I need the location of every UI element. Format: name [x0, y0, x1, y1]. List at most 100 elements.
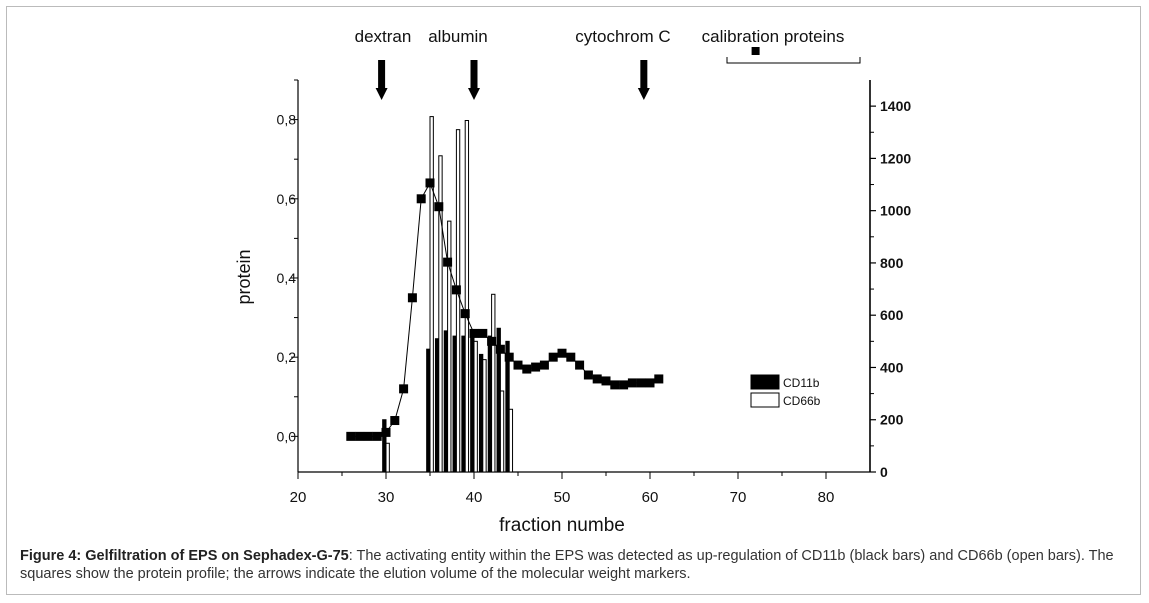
protein-point — [575, 360, 585, 370]
x-tick-label: 20 — [290, 489, 307, 506]
marker-label: dextran — [355, 27, 412, 46]
protein-point — [531, 362, 541, 372]
bar-cd66b — [464, 120, 470, 473]
legend-swatch — [750, 392, 780, 408]
right-y-tick-label: 200 — [880, 412, 904, 428]
left-y-tick-label: 0,2 — [277, 349, 297, 365]
marker-arrow-head — [375, 88, 388, 100]
protein-point — [390, 416, 400, 426]
protein-point — [610, 380, 620, 390]
protein-point — [381, 427, 391, 437]
x-tick-label: 80 — [818, 489, 835, 506]
legend-label: CD11b — [783, 376, 820, 390]
protein-point — [407, 293, 417, 303]
bar-cd66b — [447, 220, 452, 473]
protein-point — [583, 370, 593, 380]
legend-label: CD66b — [783, 394, 821, 408]
protein-point — [566, 352, 576, 362]
protein-line — [350, 181, 660, 437]
left-y-tick-label: 0,4 — [277, 270, 297, 286]
marker-label: albumin — [428, 27, 488, 46]
x-tick-label: 30 — [378, 489, 395, 506]
legend: CD11b CD66b — [750, 374, 821, 408]
axes: 20 30 40 50 60 70 80 0,0 0,2 0,4 0,6 0,8 0 200 400 600 8… — [277, 79, 911, 506]
protein-point — [443, 257, 453, 267]
protein-point — [399, 384, 409, 394]
protein-point — [425, 178, 435, 188]
bar-cd11b — [434, 338, 440, 473]
bar-cd66b — [455, 129, 461, 473]
bar-cd11b — [443, 330, 449, 473]
y-axis-label: protein — [234, 249, 254, 304]
protein-point — [619, 380, 629, 390]
caption-text: : The activating entity within the EPS w… — [20, 548, 1114, 582]
x-tick-label: 70 — [730, 489, 747, 506]
protein-point — [460, 309, 470, 319]
protein-point — [363, 431, 373, 441]
bar-cd66b — [508, 408, 514, 473]
chart: 20 30 40 50 60 70 80 0,0 0,2 0,4 0,6 0,8 0 200 400 600 8… — [234, 27, 911, 536]
caption-label: Figure 4: Gelfiltration of EPS on Sephad… — [20, 548, 349, 564]
protein-point — [548, 352, 558, 362]
figure-caption: Figure 4: Gelfiltration of EPS on Sephad… — [20, 547, 1135, 583]
bar-cd11b — [478, 353, 484, 473]
bar-cd11b — [487, 335, 493, 473]
right-y-tick-label: 1000 — [880, 203, 911, 219]
protein-point — [434, 202, 444, 212]
left-y-tick-label: 0,6 — [277, 191, 297, 207]
bar-cd66b — [473, 340, 478, 473]
x-tick-label: 50 — [554, 489, 571, 506]
bar-cd66b — [385, 442, 390, 473]
left-y-tick-label: 0,8 — [277, 112, 297, 128]
x-axis-label: fraction numbe — [499, 515, 625, 536]
marker-arrow-shaft — [378, 60, 386, 88]
calibration-square — [751, 47, 760, 55]
marker-arrow-head — [468, 88, 480, 100]
legend-swatch — [750, 374, 780, 390]
protein-point — [495, 344, 505, 354]
protein-point — [504, 352, 514, 362]
right-y-tick-label: 800 — [880, 255, 904, 271]
bar-cd66b — [491, 293, 496, 473]
bar-cd11b — [382, 419, 387, 473]
bar-cd66b — [482, 359, 487, 473]
bar-cd11b — [470, 332, 475, 473]
protein-point — [346, 431, 356, 441]
figure-frame — [6, 6, 1141, 595]
bar-cd11b — [452, 335, 457, 473]
protein-point — [469, 328, 479, 338]
protein-point — [636, 378, 646, 388]
right-y-tick-label: 1400 — [880, 98, 911, 114]
bar-cd66b — [438, 155, 443, 473]
right-y-tick-label: 0 — [880, 464, 888, 480]
protein-point — [539, 360, 549, 370]
left-y-tick-label: 0,0 — [277, 428, 297, 444]
right-y-tick-label: 400 — [880, 359, 904, 375]
protein-point — [372, 431, 382, 441]
marker-arrow-shaft — [640, 60, 648, 88]
protein-series — [346, 178, 664, 441]
right-y-tick-label: 1200 — [880, 150, 911, 166]
protein-point — [487, 336, 497, 346]
x-tick-label: 40 — [466, 489, 483, 506]
calibration-label: calibration proteins — [702, 27, 845, 46]
protein-point — [416, 194, 426, 204]
bar-cd66b — [499, 390, 505, 473]
marker-arrow-shaft — [470, 60, 478, 88]
protein-point — [654, 374, 664, 384]
marker-label: cytochrom C — [575, 27, 670, 46]
protein-point — [522, 364, 532, 374]
bars — [382, 116, 514, 473]
marker-annotations: dextran albumin cytochrom C calibration pro… — [355, 27, 861, 100]
bar-cd66b — [429, 116, 434, 473]
bar-cd11b — [461, 335, 466, 473]
protein-point — [478, 328, 488, 338]
protein-point — [645, 378, 655, 388]
marker-arrow-head — [637, 88, 650, 100]
bar-cd11b — [426, 348, 431, 473]
bar-cd11b — [505, 340, 510, 473]
x-tick-label: 60 — [642, 489, 659, 506]
protein-point — [557, 348, 567, 358]
protein-point — [627, 378, 637, 388]
right-y-tick-label: 600 — [880, 307, 904, 323]
